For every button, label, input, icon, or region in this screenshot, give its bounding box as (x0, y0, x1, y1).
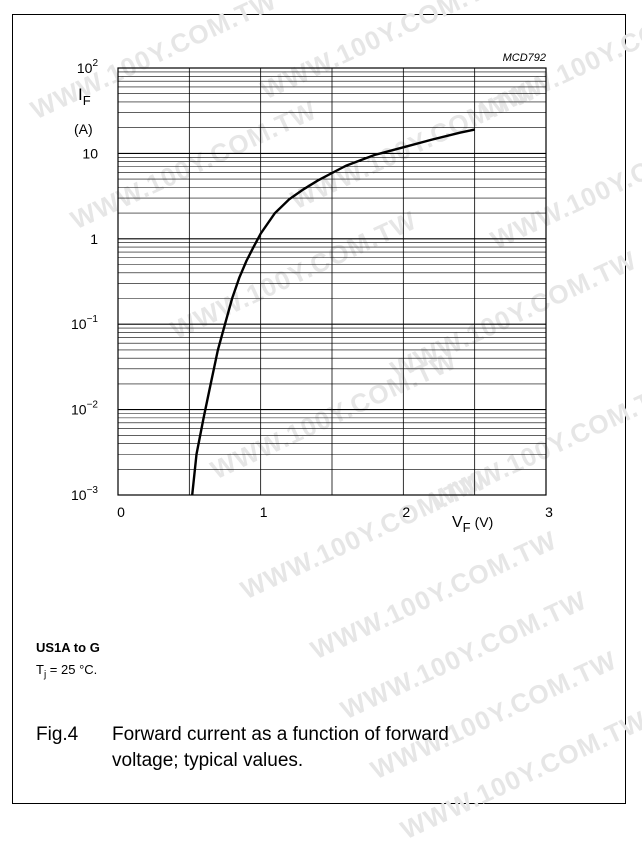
y-tick-label: 102 (77, 58, 99, 76)
caption-line-2: voltage; typical values. (112, 750, 304, 771)
figure-frame (12, 14, 626, 804)
y-tick-labels: 102 10 1 10−1 10−2 10−3 (71, 58, 98, 503)
x-axis-label: VF (V) (452, 514, 493, 535)
y-axis-label: IF (78, 85, 91, 108)
y-tick-label: 10 (82, 145, 98, 161)
x-tick-labels: 0 1 2 3 (117, 504, 553, 520)
figure-number: Fig.4 (36, 724, 79, 745)
forward-current-curve (191, 128, 475, 496)
x-tick-label: 1 (260, 504, 268, 520)
chart-code: MCD792 (503, 52, 546, 64)
y-tick-label: 10−1 (71, 314, 98, 332)
x-tick-label: 2 (402, 504, 410, 520)
y-tick-label: 10−3 (71, 485, 98, 503)
figure-caption: Fig.4 Forward current as a function of fo… (36, 722, 596, 774)
forward-current-chart: 102 10 1 10−1 10−2 10−3 0 1 2 3 MCD792 IF (A) VF… (71, 52, 553, 535)
y-tick-label: 10−2 (71, 400, 98, 418)
plot-area-border (117, 67, 547, 496)
junction-temperature-condition: Tj = 25 °C. (36, 662, 98, 681)
y-axis-unit: (A) (74, 121, 93, 137)
x-tick-label: 3 (545, 504, 553, 520)
x-tick-label: 0 (117, 504, 125, 520)
y-tick-label: 1 (90, 231, 98, 247)
chart-grid (118, 68, 546, 495)
device-range-title: US1A to G (36, 640, 100, 655)
caption-line-1: Forward current as a function of forward (112, 724, 449, 745)
